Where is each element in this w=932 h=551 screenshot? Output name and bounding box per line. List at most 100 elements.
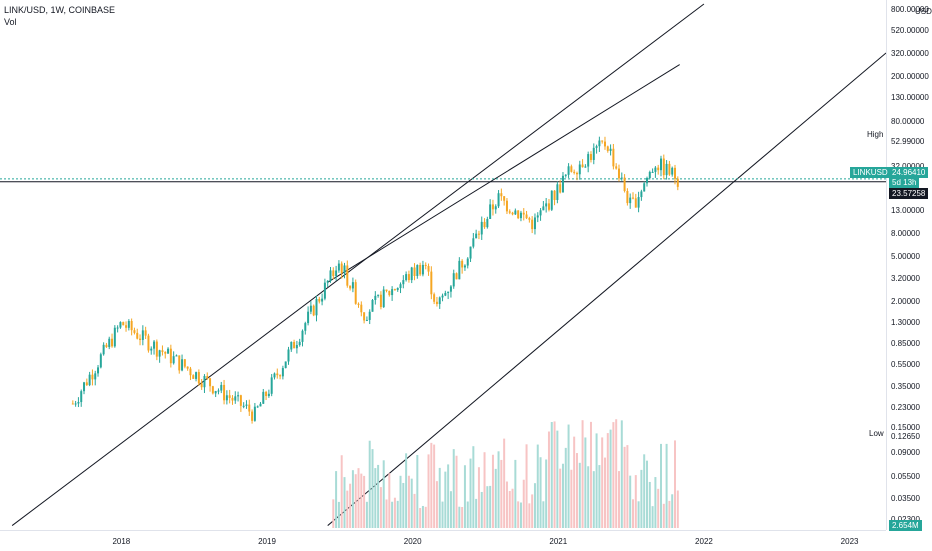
candle-body: [435, 301, 438, 305]
candle-body: [427, 265, 430, 272]
volume-bar: [533, 483, 536, 528]
candle-body: [657, 167, 660, 171]
candle-body: [508, 211, 511, 213]
candle-body: [458, 260, 461, 280]
trend-line-1: [11, 3, 705, 526]
volume-tag: 2.654M: [889, 520, 922, 531]
candle-body: [368, 311, 371, 320]
price-tick-label: 1.30000: [891, 318, 920, 328]
volume-bar: [461, 507, 464, 528]
candle-body: [315, 298, 318, 316]
candle-body: [307, 311, 310, 324]
volume-bar: [407, 475, 410, 528]
candle-body: [550, 190, 553, 210]
candle-body: [444, 292, 447, 296]
candle-body: [253, 406, 256, 421]
candle-body: [486, 218, 489, 228]
candle-body: [578, 164, 581, 175]
candle-body: [122, 322, 125, 326]
candle-body: [155, 341, 158, 357]
volume-bar: [542, 501, 545, 528]
volume-bar: [371, 449, 374, 528]
candle-body: [598, 140, 601, 147]
candle-body: [175, 355, 178, 357]
volume-bar: [631, 499, 634, 528]
chart-area[interactable]: LINK/USD, 1W, COINBASE Vol: [0, 0, 886, 530]
volume-bar: [419, 507, 422, 528]
symbol-tag: LINKUSD: [850, 167, 891, 178]
volume-bar: [410, 478, 413, 528]
candle-body: [183, 359, 186, 367]
candle-body: [245, 404, 248, 406]
volume-bar: [603, 457, 606, 528]
candle-body: [547, 203, 550, 210]
candle-body: [273, 373, 276, 378]
volume-bar: [508, 491, 511, 528]
candle-body: [181, 359, 184, 371]
candle-body: [413, 267, 416, 276]
volume-bar: [645, 460, 648, 528]
candle-body: [631, 197, 634, 199]
candle-body: [447, 291, 450, 293]
candle-body: [102, 344, 105, 355]
price-tick-label: 0.55000: [891, 360, 920, 370]
candle-body: [343, 265, 346, 273]
candle-body: [169, 348, 172, 364]
time-axis[interactable]: 2018 2019 2020 2021 2022 2023: [0, 530, 886, 551]
price-tick-label: 3.20000: [891, 274, 920, 284]
candle-body: [399, 284, 402, 289]
candle-body: [172, 356, 175, 364]
candle-body: [601, 140, 604, 142]
candle-body: [668, 163, 671, 175]
candle-body: [419, 264, 422, 275]
volume-bar: [519, 502, 522, 528]
candle-body: [237, 395, 240, 397]
volume-bar: [570, 469, 573, 528]
candle-body: [192, 375, 195, 379]
candle-body: [357, 303, 360, 305]
price-chart[interactable]: [0, 0, 886, 530]
symbol-title: LINK/USD, 1W, COINBASE: [4, 5, 116, 15]
candle-body: [211, 386, 214, 394]
candle-body: [609, 148, 612, 151]
candle-body: [97, 367, 100, 374]
volume-bar: [617, 471, 620, 528]
price-tick-label: 0.02300: [891, 515, 920, 524]
price-tick-label: 200.00000: [891, 72, 929, 82]
volume-bar: [374, 468, 377, 528]
volume-bar: [391, 501, 394, 528]
candle-body: [503, 196, 506, 201]
candle-body: [472, 238, 475, 247]
candle-body: [147, 335, 150, 351]
volume-bar: [547, 431, 550, 528]
candle-body: [511, 212, 514, 215]
price-tick-label: 320.00000: [891, 49, 929, 59]
candle-body: [483, 221, 486, 228]
volume-bar: [573, 436, 576, 528]
price-axis[interactable]: 800.00000 520.00000 320.00000 200.00000 130.…: [886, 0, 932, 530]
candle-body: [553, 190, 556, 200]
candle-body: [388, 290, 391, 296]
candle-body: [239, 395, 242, 406]
candle-body: [634, 198, 637, 208]
candle-body: [354, 282, 357, 304]
volume-bar: [472, 446, 475, 528]
volume-bar: [477, 467, 480, 528]
volume-bar: [517, 501, 520, 528]
candle-body: [391, 289, 394, 296]
candle-body: [77, 402, 80, 404]
volume-bar: [657, 488, 660, 528]
volume-bar: [430, 442, 433, 528]
candle-body: [321, 298, 324, 302]
candle-body: [494, 206, 497, 210]
candle-body: [567, 166, 570, 175]
trend-line-3: [327, 52, 886, 526]
price-tick-label: 8.00000: [891, 229, 920, 239]
candle-body: [441, 295, 444, 298]
candle-body: [133, 330, 136, 333]
candle-body: [220, 384, 223, 391]
candle-body: [301, 330, 304, 342]
time-tick-label: 2019: [258, 537, 276, 546]
volume-bar: [539, 457, 542, 528]
volume-bar: [337, 501, 340, 528]
